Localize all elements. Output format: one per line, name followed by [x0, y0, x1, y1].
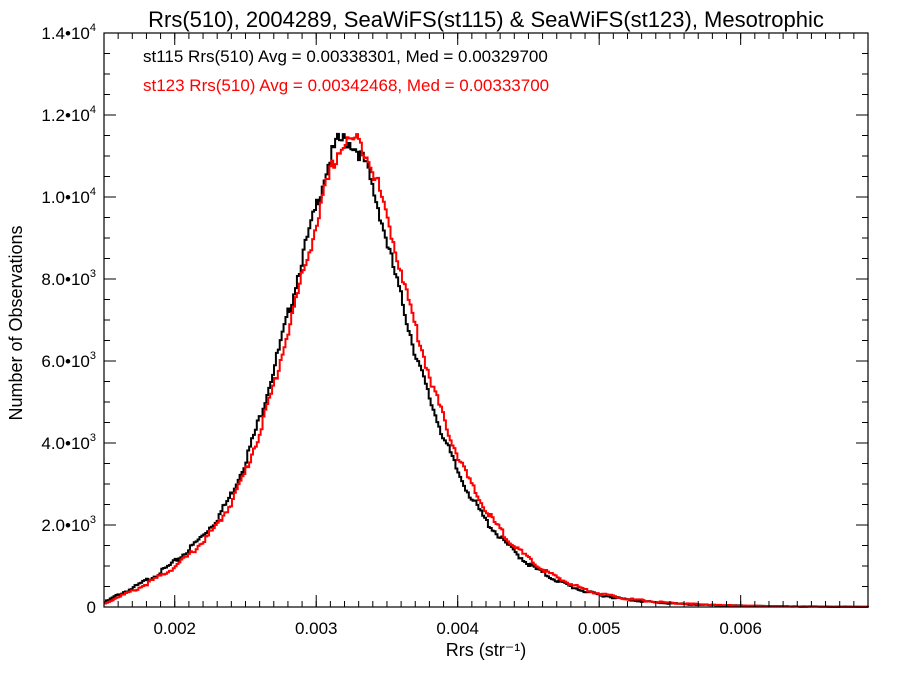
ticks-layer: 0.002 0.003 0.004 0.005 0.006 0 2.0•103 4.0•103… — [41, 22, 869, 638]
chart-title: Rrs(510), 2004289, SeaWiFS(st115) & SeaW… — [148, 7, 824, 32]
y-tick-label: 1.4•104 — [41, 22, 96, 43]
x-tick-label: 0.003 — [295, 619, 338, 638]
y-axis-label: Number of Observations — [6, 225, 26, 420]
y-tick-label: 1.2•104 — [41, 104, 96, 125]
y-tick-label: 2.0•103 — [41, 514, 96, 535]
y-tick-label: 8.0•103 — [41, 268, 96, 289]
x-tick-label: 0.002 — [153, 619, 196, 638]
y-tick-label: 1.0•104 — [41, 186, 96, 207]
x-tick-label: 0.005 — [578, 619, 621, 638]
y-tick-label: 4.0•103 — [41, 432, 96, 453]
plot-frame — [103, 32, 869, 608]
stats-annotation-1: st115 Rrs(510) Avg = 0.00338301, Med = 0… — [143, 47, 548, 66]
histogram-series-2 — [104, 133, 869, 608]
stats-annotation-2: st123 Rrs(510) Avg = 0.00342468, Med = 0… — [143, 76, 549, 95]
x-tick-label: 0.006 — [719, 619, 762, 638]
series-layer — [104, 132, 869, 608]
y-tick-label: 0 — [87, 598, 96, 617]
annotation-layer: st115 Rrs(510) Avg = 0.00338301, Med = 0… — [143, 47, 549, 95]
x-axis-label: Rrs (str⁻¹) — [446, 640, 526, 660]
y-tick-label: 6.0•103 — [41, 350, 96, 371]
x-tick-label: 0.004 — [436, 619, 479, 638]
